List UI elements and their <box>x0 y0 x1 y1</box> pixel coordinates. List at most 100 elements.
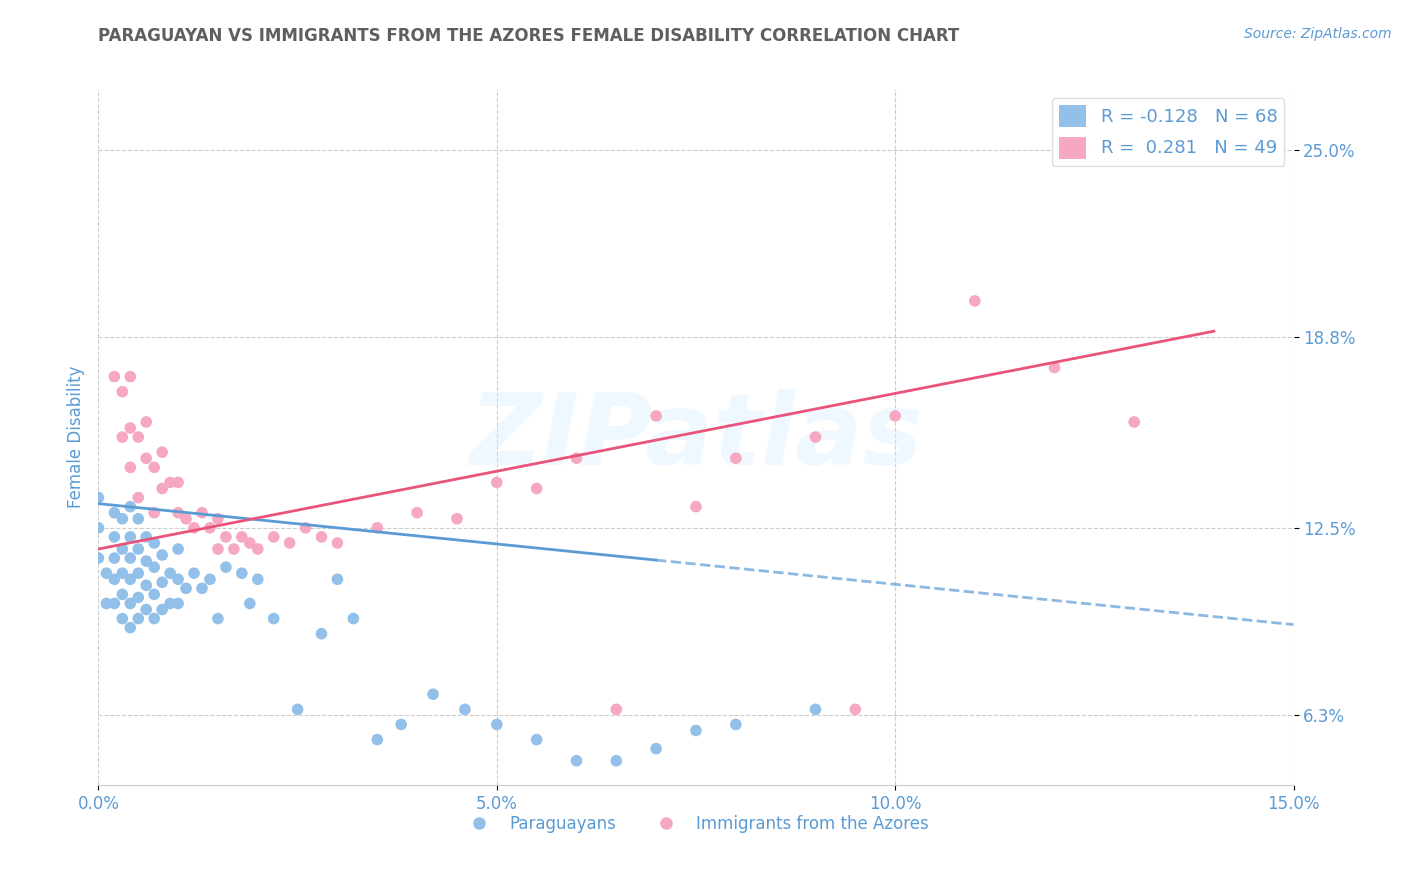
Point <box>135 415 157 429</box>
Point <box>143 611 166 625</box>
Point <box>150 482 173 496</box>
Point <box>884 409 907 423</box>
Point <box>485 717 508 731</box>
Point <box>111 566 134 581</box>
Point <box>111 587 134 601</box>
Point <box>143 560 166 574</box>
Point <box>103 506 125 520</box>
Point <box>565 754 588 768</box>
Point <box>120 530 142 544</box>
Point <box>174 512 197 526</box>
Point <box>366 732 388 747</box>
Point <box>143 587 166 601</box>
Point <box>120 460 142 475</box>
Text: ZIPatlas: ZIPatlas <box>470 389 922 485</box>
Point <box>111 430 134 444</box>
Point <box>135 530 157 544</box>
Point <box>167 597 190 611</box>
Point <box>222 541 245 556</box>
Point <box>167 572 190 586</box>
Point <box>127 591 149 605</box>
Point <box>127 541 149 556</box>
Point <box>111 384 134 399</box>
Point <box>103 369 125 384</box>
Point <box>159 475 181 490</box>
Point <box>87 521 110 535</box>
Point <box>103 530 125 544</box>
Point <box>804 702 827 716</box>
Point <box>246 541 269 556</box>
Point <box>127 430 149 444</box>
Point <box>87 551 110 566</box>
Point <box>326 572 349 586</box>
Point <box>111 541 134 556</box>
Point <box>167 475 190 490</box>
Point <box>143 460 166 475</box>
Point <box>127 491 149 505</box>
Point <box>191 506 214 520</box>
Point <box>150 575 173 590</box>
Point <box>278 536 301 550</box>
Point <box>103 572 125 586</box>
Point <box>406 506 429 520</box>
Point <box>294 521 316 535</box>
Point <box>183 521 205 535</box>
Point <box>120 421 142 435</box>
Point <box>198 572 221 586</box>
Point <box>150 602 173 616</box>
Point <box>135 451 157 466</box>
Point <box>366 521 388 535</box>
Point <box>120 369 142 384</box>
Point <box>342 611 364 625</box>
Point <box>645 409 668 423</box>
Point <box>287 702 309 716</box>
Point <box>96 597 118 611</box>
Point <box>174 582 197 596</box>
Legend: Paraguayans, Immigrants from the Azores: Paraguayans, Immigrants from the Azores <box>456 808 936 839</box>
Point <box>120 572 142 586</box>
Point <box>215 530 238 544</box>
Point <box>231 566 253 581</box>
Point <box>724 717 747 731</box>
Point <box>446 512 468 526</box>
Point <box>605 754 627 768</box>
Point <box>159 597 181 611</box>
Point <box>135 578 157 592</box>
Point <box>311 626 333 640</box>
Point <box>685 723 707 738</box>
Point <box>120 551 142 566</box>
Point <box>326 536 349 550</box>
Point <box>120 621 142 635</box>
Y-axis label: Female Disability: Female Disability <box>66 366 84 508</box>
Point <box>454 702 477 716</box>
Point <box>645 741 668 756</box>
Point <box>605 702 627 716</box>
Point <box>526 732 548 747</box>
Point <box>183 566 205 581</box>
Point <box>87 491 110 505</box>
Point <box>246 572 269 586</box>
Point <box>198 521 221 535</box>
Point <box>127 512 149 526</box>
Point <box>135 602 157 616</box>
Point <box>127 566 149 581</box>
Point <box>231 530 253 544</box>
Point <box>167 541 190 556</box>
Point <box>111 611 134 625</box>
Point <box>422 687 444 701</box>
Point <box>565 451 588 466</box>
Point <box>804 430 827 444</box>
Point <box>207 611 229 625</box>
Point <box>263 530 285 544</box>
Point <box>844 702 866 716</box>
Point <box>167 506 190 520</box>
Point <box>1123 415 1146 429</box>
Point <box>150 548 173 562</box>
Text: Source: ZipAtlas.com: Source: ZipAtlas.com <box>1244 27 1392 41</box>
Point <box>96 566 118 581</box>
Point <box>191 582 214 596</box>
Text: PARAGUAYAN VS IMMIGRANTS FROM THE AZORES FEMALE DISABILITY CORRELATION CHART: PARAGUAYAN VS IMMIGRANTS FROM THE AZORES… <box>98 27 960 45</box>
Point <box>724 451 747 466</box>
Point <box>143 506 166 520</box>
Point <box>159 566 181 581</box>
